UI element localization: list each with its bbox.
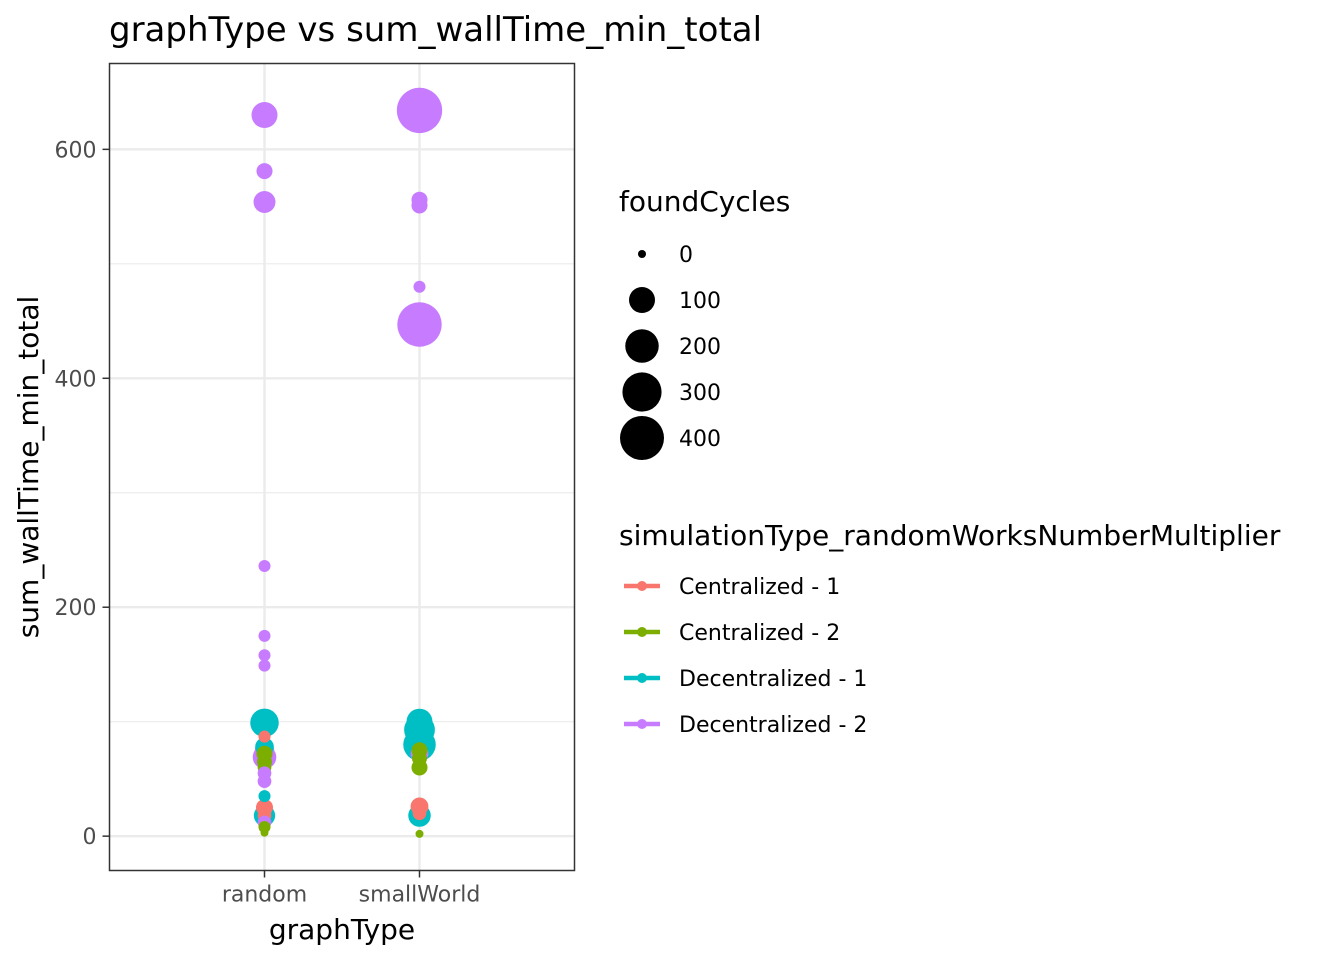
size-legend-label: 300	[679, 381, 721, 406]
data-point	[258, 730, 271, 743]
y-axis-label: sum_wallTime_min_total	[12, 296, 45, 639]
size-legend-title: foundCycles	[619, 185, 790, 218]
x-axis-label: graphType	[269, 913, 415, 946]
color-legend-dot	[637, 719, 647, 729]
size-legend-label: 200	[679, 335, 721, 360]
data-point	[413, 280, 426, 293]
plot-border	[108, 62, 576, 872]
data-point	[258, 629, 271, 642]
data-point	[412, 750, 427, 766]
data-point	[253, 191, 276, 213]
chart-title: graphType vs sum_wallTime_min_total	[109, 10, 762, 50]
size-legend: foundCycles 0 100 200 300 400	[619, 185, 790, 460]
x-tick-label: smallWorld	[359, 883, 481, 908]
color-legend-dot	[637, 581, 647, 591]
x-tick-label: random	[222, 883, 307, 908]
data-point	[258, 790, 271, 803]
size-legend-key	[625, 329, 659, 363]
data-point	[260, 828, 269, 837]
color-legend-label: Decentralized - 2	[679, 713, 867, 738]
y-tick-label: 600	[55, 138, 97, 163]
data-point	[258, 560, 271, 573]
data-point	[411, 197, 428, 214]
y-tick-label: 400	[55, 367, 97, 392]
plot-panel	[109, 63, 575, 871]
size-legend-key	[629, 287, 655, 313]
size-legend-label: 0	[679, 243, 693, 268]
data-point	[257, 774, 272, 789]
color-legend: simulationType_randomWorksNumberMultipli…	[619, 519, 1281, 738]
y-tick-label: 200	[55, 596, 97, 621]
data-point	[396, 87, 443, 134]
size-legend-key	[638, 250, 646, 258]
data-point	[406, 708, 433, 735]
color-legend-dot	[637, 673, 647, 683]
size-legend-label: 400	[679, 427, 721, 452]
axes: 0 200 400 600 random smallWorld	[55, 138, 481, 907]
color-legend-title: simulationType_randomWorksNumberMultipli…	[619, 519, 1281, 552]
data-point	[251, 102, 278, 129]
color-legend-dot	[637, 627, 647, 637]
data-point	[258, 659, 271, 672]
data-points	[250, 87, 443, 838]
data-point	[256, 163, 273, 180]
data-point	[250, 708, 279, 738]
data-point	[258, 649, 271, 662]
data-point	[412, 806, 427, 821]
size-legend-key	[620, 416, 664, 460]
data-point	[415, 829, 424, 838]
color-legend-label: Centralized - 1	[679, 575, 840, 600]
color-legend-label: Centralized - 2	[679, 621, 840, 646]
data-point	[397, 302, 442, 347]
size-legend-key	[622, 372, 662, 412]
y-tick-label: 0	[83, 825, 97, 850]
color-legend-label: Decentralized - 1	[679, 667, 867, 692]
size-legend-label: 100	[679, 289, 721, 314]
data-point	[258, 820, 271, 834]
